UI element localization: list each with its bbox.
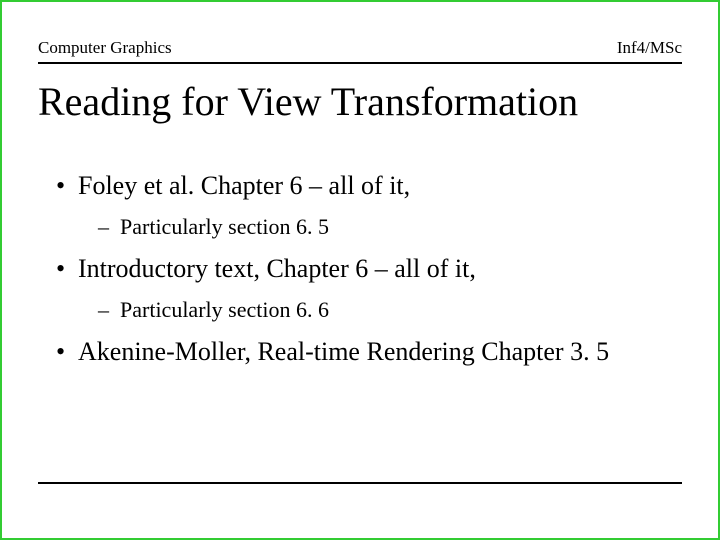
sub-bullet-list: Particularly section 6. 5 [98,213,670,242]
slide-title: Reading for View Transformation [38,78,682,125]
bullet-text: Foley et al. Chapter 6 – all of it, [78,171,410,200]
sub-bullet-list: Particularly section 6. 6 [98,296,670,325]
list-item: Particularly section 6. 6 [98,296,670,325]
list-item: Particularly section 6. 5 [98,213,670,242]
list-item: Foley et al. Chapter 6 – all of it, Part… [50,170,670,241]
footer-rule [38,482,682,484]
sub-bullet-text: Particularly section 6. 5 [120,214,329,239]
course-code: Inf4/MSc [617,38,682,58]
bullet-text: Akenine-Moller, Real-time Rendering Chap… [78,337,609,366]
sub-bullet-text: Particularly section 6. 6 [120,297,329,322]
slide: Computer Graphics Inf4/MSc Reading for V… [0,0,720,540]
bullet-text: Introductory text, Chapter 6 – all of it… [78,254,476,283]
slide-header: Computer Graphics Inf4/MSc [38,38,682,64]
course-name: Computer Graphics [38,38,172,58]
slide-content: Foley et al. Chapter 6 – all of it, Part… [50,170,670,375]
list-item: Introductory text, Chapter 6 – all of it… [50,253,670,324]
list-item: Akenine-Moller, Real-time Rendering Chap… [50,336,670,369]
bullet-list: Foley et al. Chapter 6 – all of it, Part… [50,170,670,369]
